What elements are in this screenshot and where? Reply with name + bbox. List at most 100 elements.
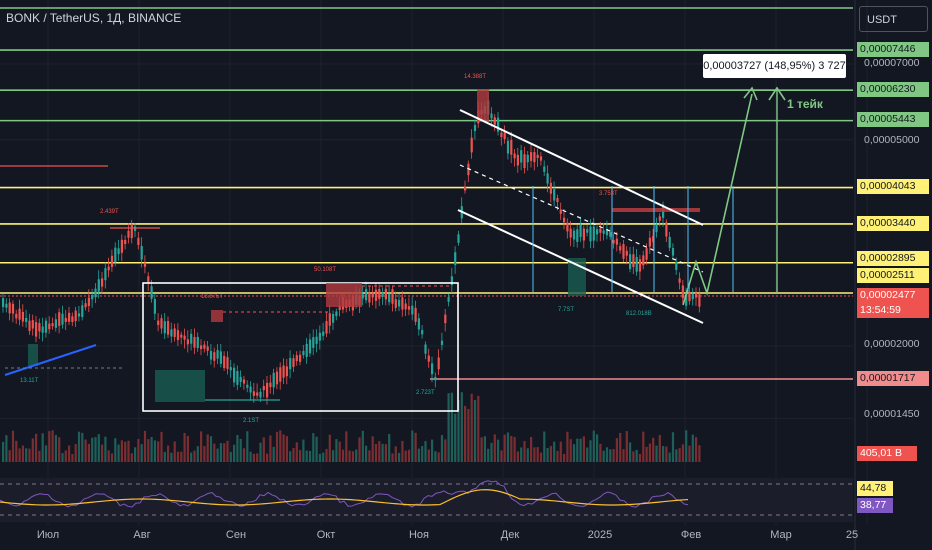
volume-bar	[71, 453, 74, 462]
candle-body	[685, 292, 688, 306]
volume-bar	[638, 453, 642, 462]
candle-body	[196, 336, 199, 349]
candle-body	[282, 365, 285, 378]
volume-bar	[312, 433, 315, 462]
volume-bar	[190, 452, 193, 462]
candle-body	[473, 125, 477, 132]
candle-body	[635, 256, 638, 272]
volume-mark: 13.11T	[20, 378, 39, 384]
volume-bar	[464, 405, 467, 462]
candle-body	[582, 228, 585, 241]
candle-body	[384, 288, 387, 300]
level-label-3440[interactable]: 0,00003440	[857, 216, 929, 231]
candle-body	[299, 354, 302, 362]
volume-bar	[648, 443, 651, 462]
volume-bar	[398, 452, 401, 462]
volume-bar	[262, 437, 265, 462]
candle-body	[117, 248, 120, 255]
volume-bar	[536, 447, 539, 462]
candle-body	[302, 350, 305, 356]
candle-body	[493, 117, 496, 125]
volume-bar	[506, 432, 510, 462]
candle-body	[556, 198, 559, 202]
volume-bar	[695, 437, 698, 462]
candle-body	[671, 248, 675, 256]
candle-body	[54, 319, 57, 328]
candle-body	[176, 330, 180, 340]
candle-body	[167, 320, 170, 335]
volume-bar	[698, 445, 701, 462]
candle-body	[71, 316, 74, 323]
time-tick: Авг	[133, 529, 151, 541]
candle-body	[516, 154, 519, 166]
volume-bar	[259, 442, 262, 462]
measure-arrow	[768, 86, 786, 101]
candle-body	[163, 321, 166, 334]
candle-body	[35, 322, 38, 337]
volume-bar	[35, 433, 38, 462]
volume-bar	[619, 432, 622, 462]
volume-bar	[596, 434, 599, 462]
candle-body	[239, 376, 242, 382]
volume-bar	[295, 442, 298, 462]
candle-body	[655, 224, 658, 233]
candle-body	[335, 311, 338, 317]
level-label-1717[interactable]: 0,00001717	[857, 371, 929, 386]
candle-body	[18, 308, 21, 320]
volume-bar	[266, 453, 269, 462]
candle-body	[440, 340, 444, 345]
volume-bar	[140, 444, 143, 462]
candle-body	[120, 239, 123, 253]
candle-body	[190, 333, 193, 344]
volume-bar	[470, 393, 473, 462]
volume-bar	[206, 434, 209, 462]
candle-body	[318, 332, 321, 341]
candle-body	[124, 239, 127, 244]
volume-bar	[497, 439, 500, 462]
last-price-label[interactable]: 0,00002477	[857, 288, 929, 303]
level-label-7446[interactable]: 0,00007446	[857, 42, 929, 57]
volume-bar	[391, 453, 394, 462]
candle-body	[572, 230, 576, 240]
volume-bar	[629, 442, 632, 462]
candle-body	[285, 366, 288, 377]
candle-body	[523, 154, 526, 169]
level-label-6230[interactable]: 0,00006230	[857, 82, 929, 97]
candle-body	[236, 370, 239, 385]
candle-body	[361, 294, 364, 299]
volume-bar	[335, 439, 338, 462]
volume-bar	[467, 409, 470, 462]
volume-bar	[242, 448, 246, 462]
level-label-4043[interactable]: 0,00004043	[857, 179, 929, 194]
volume-bar	[18, 448, 21, 462]
candle-body	[315, 336, 318, 344]
level-label-2511[interactable]: 0,00002511	[857, 268, 929, 283]
level-label-5443[interactable]: 0,00005443	[857, 112, 929, 127]
volume-bar	[269, 435, 272, 462]
volume-bar	[101, 444, 104, 462]
currency-selector[interactable]: USDT	[859, 6, 928, 32]
candle-body	[388, 293, 391, 303]
candle-body	[107, 266, 110, 271]
candle-body	[38, 322, 41, 332]
volume-bar	[160, 431, 163, 462]
volume-bar	[365, 445, 368, 462]
volume-bar	[355, 449, 358, 462]
candle-body	[94, 288, 97, 298]
level-label-2895[interactable]: 0,00002895	[857, 251, 929, 266]
candle-body	[246, 384, 249, 388]
candle-body	[652, 235, 655, 243]
volume-bar	[642, 431, 645, 462]
volume-bar	[440, 435, 444, 462]
volume-bar	[523, 441, 526, 462]
volume-bar	[487, 448, 490, 462]
candle-body	[546, 173, 549, 184]
candle-body	[536, 154, 539, 158]
symbol-title[interactable]: BONK / TetherUS, 1Д, BINANCE	[6, 11, 182, 25]
candle-body	[61, 313, 64, 325]
candle-body	[520, 150, 523, 163]
candle-body	[308, 339, 312, 354]
volume-bar	[447, 393, 450, 462]
candle-body	[553, 189, 556, 201]
